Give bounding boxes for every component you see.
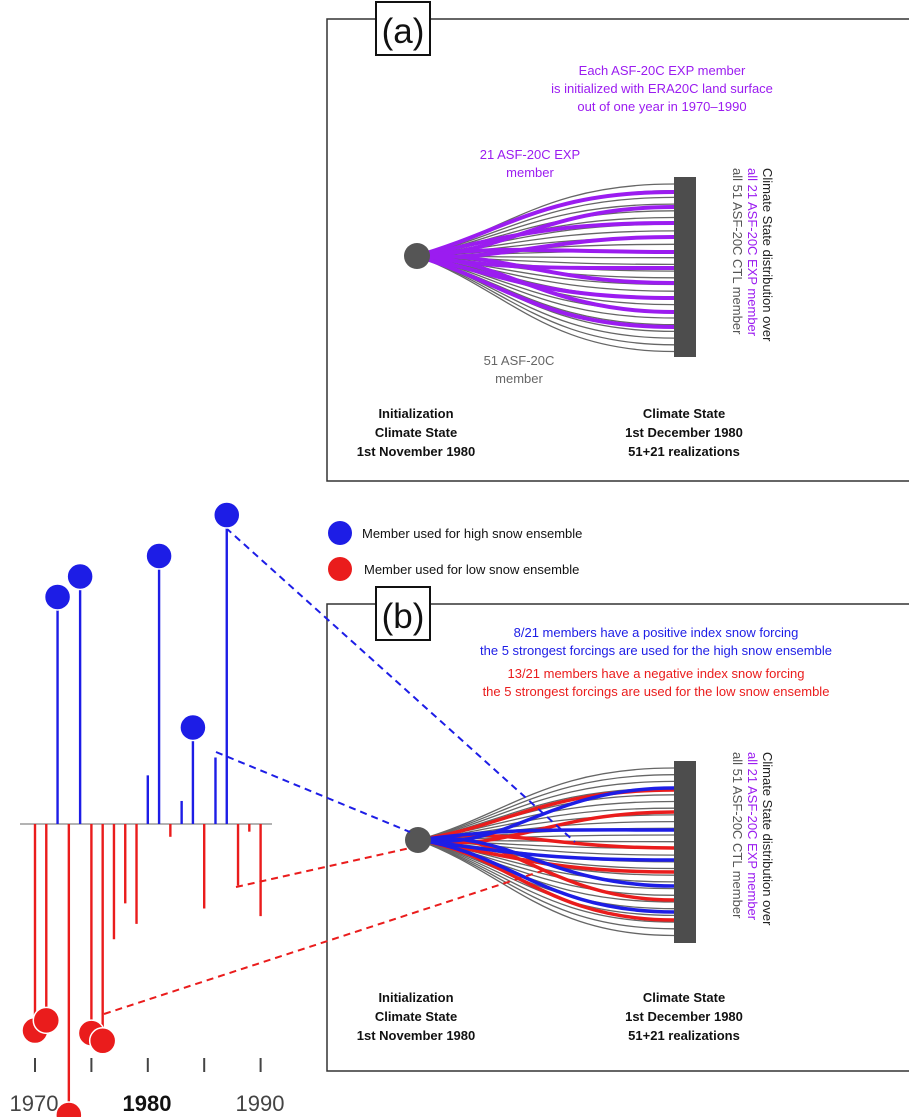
connector-high-top: [225, 527, 576, 843]
panel-a-note: Each ASF-20C EXP member is initialized w…: [551, 63, 773, 114]
side-line-exp: all 21 ASF-20C EXP member: [745, 752, 760, 921]
initialization-node-b: [405, 827, 431, 853]
high-snow-member-line: [417, 786, 675, 844]
low-snow-marker-1973: [55, 1101, 83, 1117]
exp-member-line: [416, 247, 675, 258]
panel-a-ctl-label: 51 ASF-20C member: [484, 353, 555, 386]
ctl-member-line: 51 ASF-20C: [484, 353, 555, 368]
low-snow-marker-1971: [32, 1006, 61, 1035]
side-line-ctl: all 51 ASF-20C CTL member: [730, 752, 745, 919]
panel-b-label-box: [375, 586, 431, 641]
chart-markers: [21, 501, 241, 1117]
connector-low-strong: [103, 869, 546, 1015]
state-line: Climate State: [643, 990, 725, 1005]
panel-a-label-box: [375, 1, 431, 56]
climate-state-bar-b: [674, 761, 696, 943]
init-line: Climate State: [375, 425, 457, 440]
connector-lines: [103, 527, 576, 1015]
init-line: Initialization: [378, 990, 453, 1005]
ctl-member-line: [417, 839, 675, 930]
panel-b: (b) 8/21 members have a positive index s…: [326, 586, 909, 1072]
side-line-distribution: Climate State distribution over: [760, 752, 775, 926]
state-line: Climate State: [643, 406, 725, 421]
ctl-member-line: [417, 839, 675, 917]
high-snow-marker-1972: [43, 583, 72, 611]
ctl-member-line: member: [495, 371, 543, 386]
side-line-ctl: all 51 ASF-20C CTL member: [730, 168, 745, 335]
legend-low-label: Member used for low snow ensemble: [364, 562, 579, 577]
panel-a-frame: [326, 18, 909, 482]
panel-b-frame: [326, 603, 909, 1072]
tick-label-1970: 1970: [10, 1091, 59, 1116]
legend-low-marker: [328, 557, 352, 581]
init-line: 1st November 1980: [357, 1028, 476, 1043]
state-line: 1st December 1980: [625, 425, 743, 440]
state-line: 51+21 realizations: [628, 1028, 740, 1043]
ctl-member-line: [417, 839, 675, 937]
exp-member-line: [416, 221, 675, 258]
high-snow-marker-1974: [66, 562, 94, 591]
panel-b-note-line: 8/21 members have a positive index snow …: [514, 625, 799, 640]
chart-bars: [33, 527, 262, 1104]
exp-member-line: 21 ASF-20C EXP: [480, 147, 580, 162]
init-line: Climate State: [375, 1009, 457, 1024]
high-snow-member-line: [417, 828, 675, 842]
panel-a-note-line: Each ASF-20C EXP member: [579, 63, 746, 78]
ctl-member-line: [417, 774, 675, 841]
legend-high-label: Member used for high snow ensemble: [362, 526, 582, 541]
ctl-member-line: [417, 839, 675, 923]
panel-a: (a) Each ASF-20C EXP member is initializ…: [326, 1, 909, 482]
snow-index-chart: 1970 1980 1990: [10, 501, 285, 1117]
high-snow-marker-1984: [179, 713, 207, 742]
panel-a-init-label: Initialization Climate State 1st Novembe…: [357, 406, 476, 459]
side-line-exp: all 21 ASF-20C EXP member: [745, 168, 760, 337]
high-snow-member-line: [417, 838, 675, 862]
panel-b-label: (b): [382, 597, 425, 636]
init-line: Initialization: [378, 406, 453, 421]
panel-a-note-line: is initialized with ERA20C land surface: [551, 81, 773, 96]
low-snow-marker-1976: [88, 1027, 117, 1055]
connector-high-small: [215, 751, 411, 833]
initialization-node-a: [404, 243, 430, 269]
init-line: 1st November 1980: [357, 444, 476, 459]
panel-b-init-label: Initialization Climate State 1st Novembe…: [357, 990, 476, 1043]
panel-b-note: 8/21 members have a positive index snow …: [480, 625, 832, 699]
high-snow-marker-1987: [213, 501, 241, 529]
exp-member-line: member: [506, 165, 554, 180]
panel-a-exp-label: 21 ASF-20C EXP member: [480, 147, 580, 180]
ctl-member-line: [417, 767, 675, 841]
panel-a-state-label: Climate State 1st December 1980 51+21 re…: [625, 406, 743, 459]
connector-low-small: [235, 847, 411, 888]
exp-member-line: [416, 254, 675, 329]
chart-tick-labels: 1970 1980 1990: [10, 1091, 285, 1116]
high-snow-member-line: [417, 838, 675, 914]
panel-a-label: (a): [382, 12, 425, 51]
exp-member-line: [416, 253, 675, 285]
climate-state-bar-a: [674, 177, 696, 357]
side-line-distribution: Climate State distribution over: [760, 168, 775, 342]
panel-b-note-line: the 5 strongest forcings are used for th…: [483, 684, 830, 699]
panel-a-side-text: Climate State distribution over all 21 A…: [730, 168, 775, 342]
high-snow-marker-1981: [145, 542, 173, 570]
chart-ticks: [34, 1058, 262, 1072]
panel-b-state-label: Climate State 1st December 1980 51+21 re…: [625, 990, 743, 1043]
high-snow-member-line: [417, 836, 675, 888]
exp-member-line: [416, 190, 675, 258]
panel-a-note-line: out of one year in 1970–1990: [577, 99, 746, 114]
ensemble-fan-b: [417, 767, 675, 937]
panel-b-side-text: Climate State distribution over all 21 A…: [730, 752, 775, 926]
exp-member-line: [416, 254, 675, 314]
ctl-member-line: [416, 255, 675, 353]
legend-high-marker: [328, 521, 352, 545]
legend: Member used for high snow ensemble Membe…: [328, 521, 582, 581]
ensemble-fan-a: [416, 183, 675, 353]
panel-b-note-line: 13/21 members have a negative index snow…: [507, 666, 804, 681]
panel-b-note-line: the 5 strongest forcings are used for th…: [480, 643, 832, 658]
state-line: 51+21 realizations: [628, 444, 740, 459]
state-line: 1st December 1980: [625, 1009, 743, 1024]
tick-label-1980: 1980: [123, 1091, 172, 1116]
tick-label-1990: 1990: [236, 1091, 285, 1116]
